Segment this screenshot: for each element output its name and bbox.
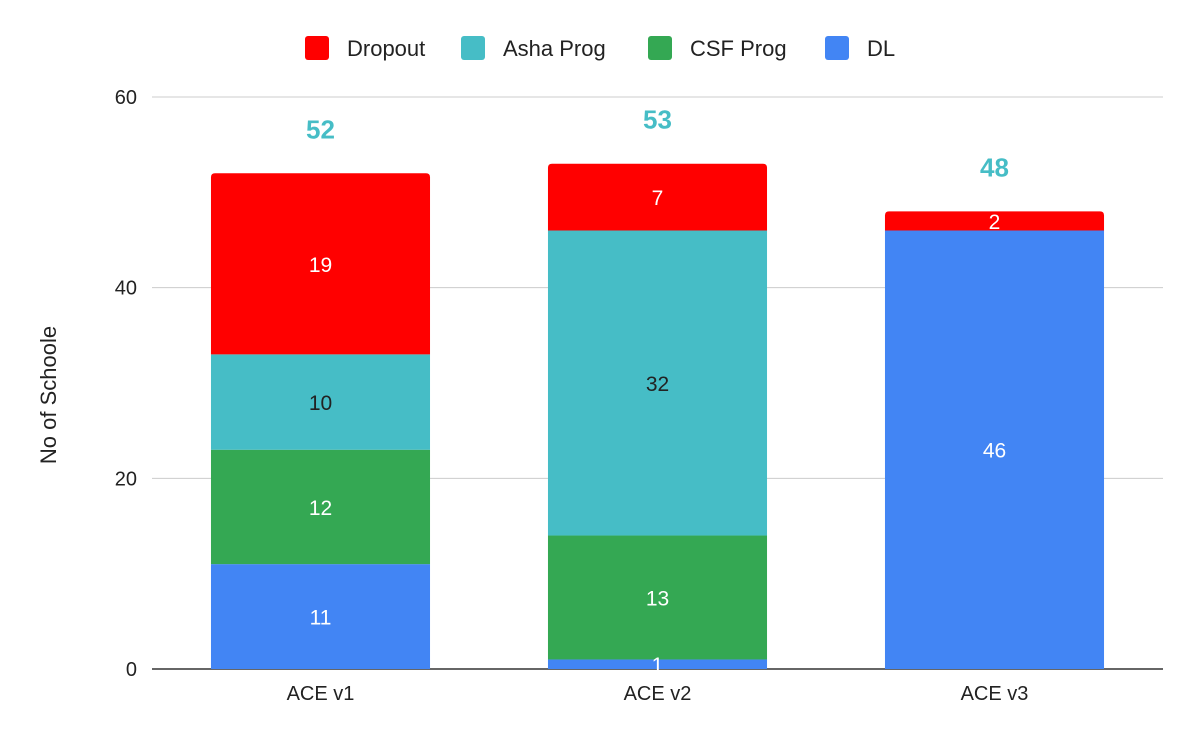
total-label: 53 bbox=[643, 105, 672, 135]
total-labels: 52 53 48 bbox=[306, 105, 1009, 183]
data-label: 46 bbox=[983, 440, 1006, 463]
y-axis-ticks: 0 20 40 60 bbox=[115, 87, 137, 681]
legend-label: Asha Prog bbox=[503, 36, 606, 61]
legend-swatch bbox=[305, 36, 329, 60]
legend-item: DL bbox=[825, 36, 895, 61]
data-label: 11 bbox=[310, 607, 332, 630]
x-tick-label: ACE v2 bbox=[624, 683, 692, 705]
legend-item: Dropout bbox=[305, 36, 425, 61]
data-label: 10 bbox=[309, 392, 332, 415]
data-label: 2 bbox=[989, 211, 1001, 234]
bar-segment bbox=[547, 659, 768, 669]
bar-segment bbox=[547, 163, 768, 231]
bar-segment bbox=[547, 230, 768, 536]
bar-segment bbox=[210, 173, 431, 355]
bar-segment bbox=[884, 211, 1105, 231]
data-label: 7 bbox=[652, 187, 664, 210]
x-tick-label: ACE v3 bbox=[961, 683, 1029, 705]
legend: Dropout Asha Prog CSF Prog DL bbox=[305, 36, 895, 61]
data-label: 13 bbox=[646, 588, 669, 611]
x-tick-label: ACE v1 bbox=[287, 683, 355, 705]
bar-segment bbox=[210, 449, 431, 565]
data-label: 19 bbox=[309, 254, 332, 277]
total-label: 48 bbox=[980, 152, 1009, 182]
legend-label: DL bbox=[867, 36, 895, 61]
legend-item: CSF Prog bbox=[648, 36, 787, 61]
legend-item: Asha Prog bbox=[461, 36, 606, 61]
legend-swatch bbox=[648, 36, 672, 60]
bar-segment bbox=[210, 354, 431, 450]
data-label: 1 bbox=[652, 654, 664, 677]
total-label: 52 bbox=[306, 114, 335, 144]
y-tick-label: 40 bbox=[115, 278, 137, 300]
y-tick-label: 60 bbox=[115, 87, 137, 109]
bars bbox=[210, 163, 1105, 669]
y-tick-label: 0 bbox=[126, 659, 137, 681]
x-axis-ticks: ACE v1 ACE v2 ACE v3 bbox=[287, 683, 1029, 705]
bar-segment bbox=[210, 564, 431, 669]
data-label: 32 bbox=[646, 373, 669, 396]
legend-label: CSF Prog bbox=[690, 36, 787, 61]
bar-segment bbox=[884, 230, 1105, 669]
y-tick-label: 20 bbox=[115, 468, 137, 490]
legend-swatch bbox=[825, 36, 849, 60]
legend-label: Dropout bbox=[347, 36, 425, 61]
data-label: 12 bbox=[309, 497, 332, 520]
segment-labels: 11 12 10 19 1 13 32 7 46 2 bbox=[309, 187, 1006, 677]
bar-segment bbox=[547, 535, 768, 660]
legend-swatch bbox=[461, 36, 485, 60]
y-axis-label: No of Schoole bbox=[36, 326, 61, 464]
